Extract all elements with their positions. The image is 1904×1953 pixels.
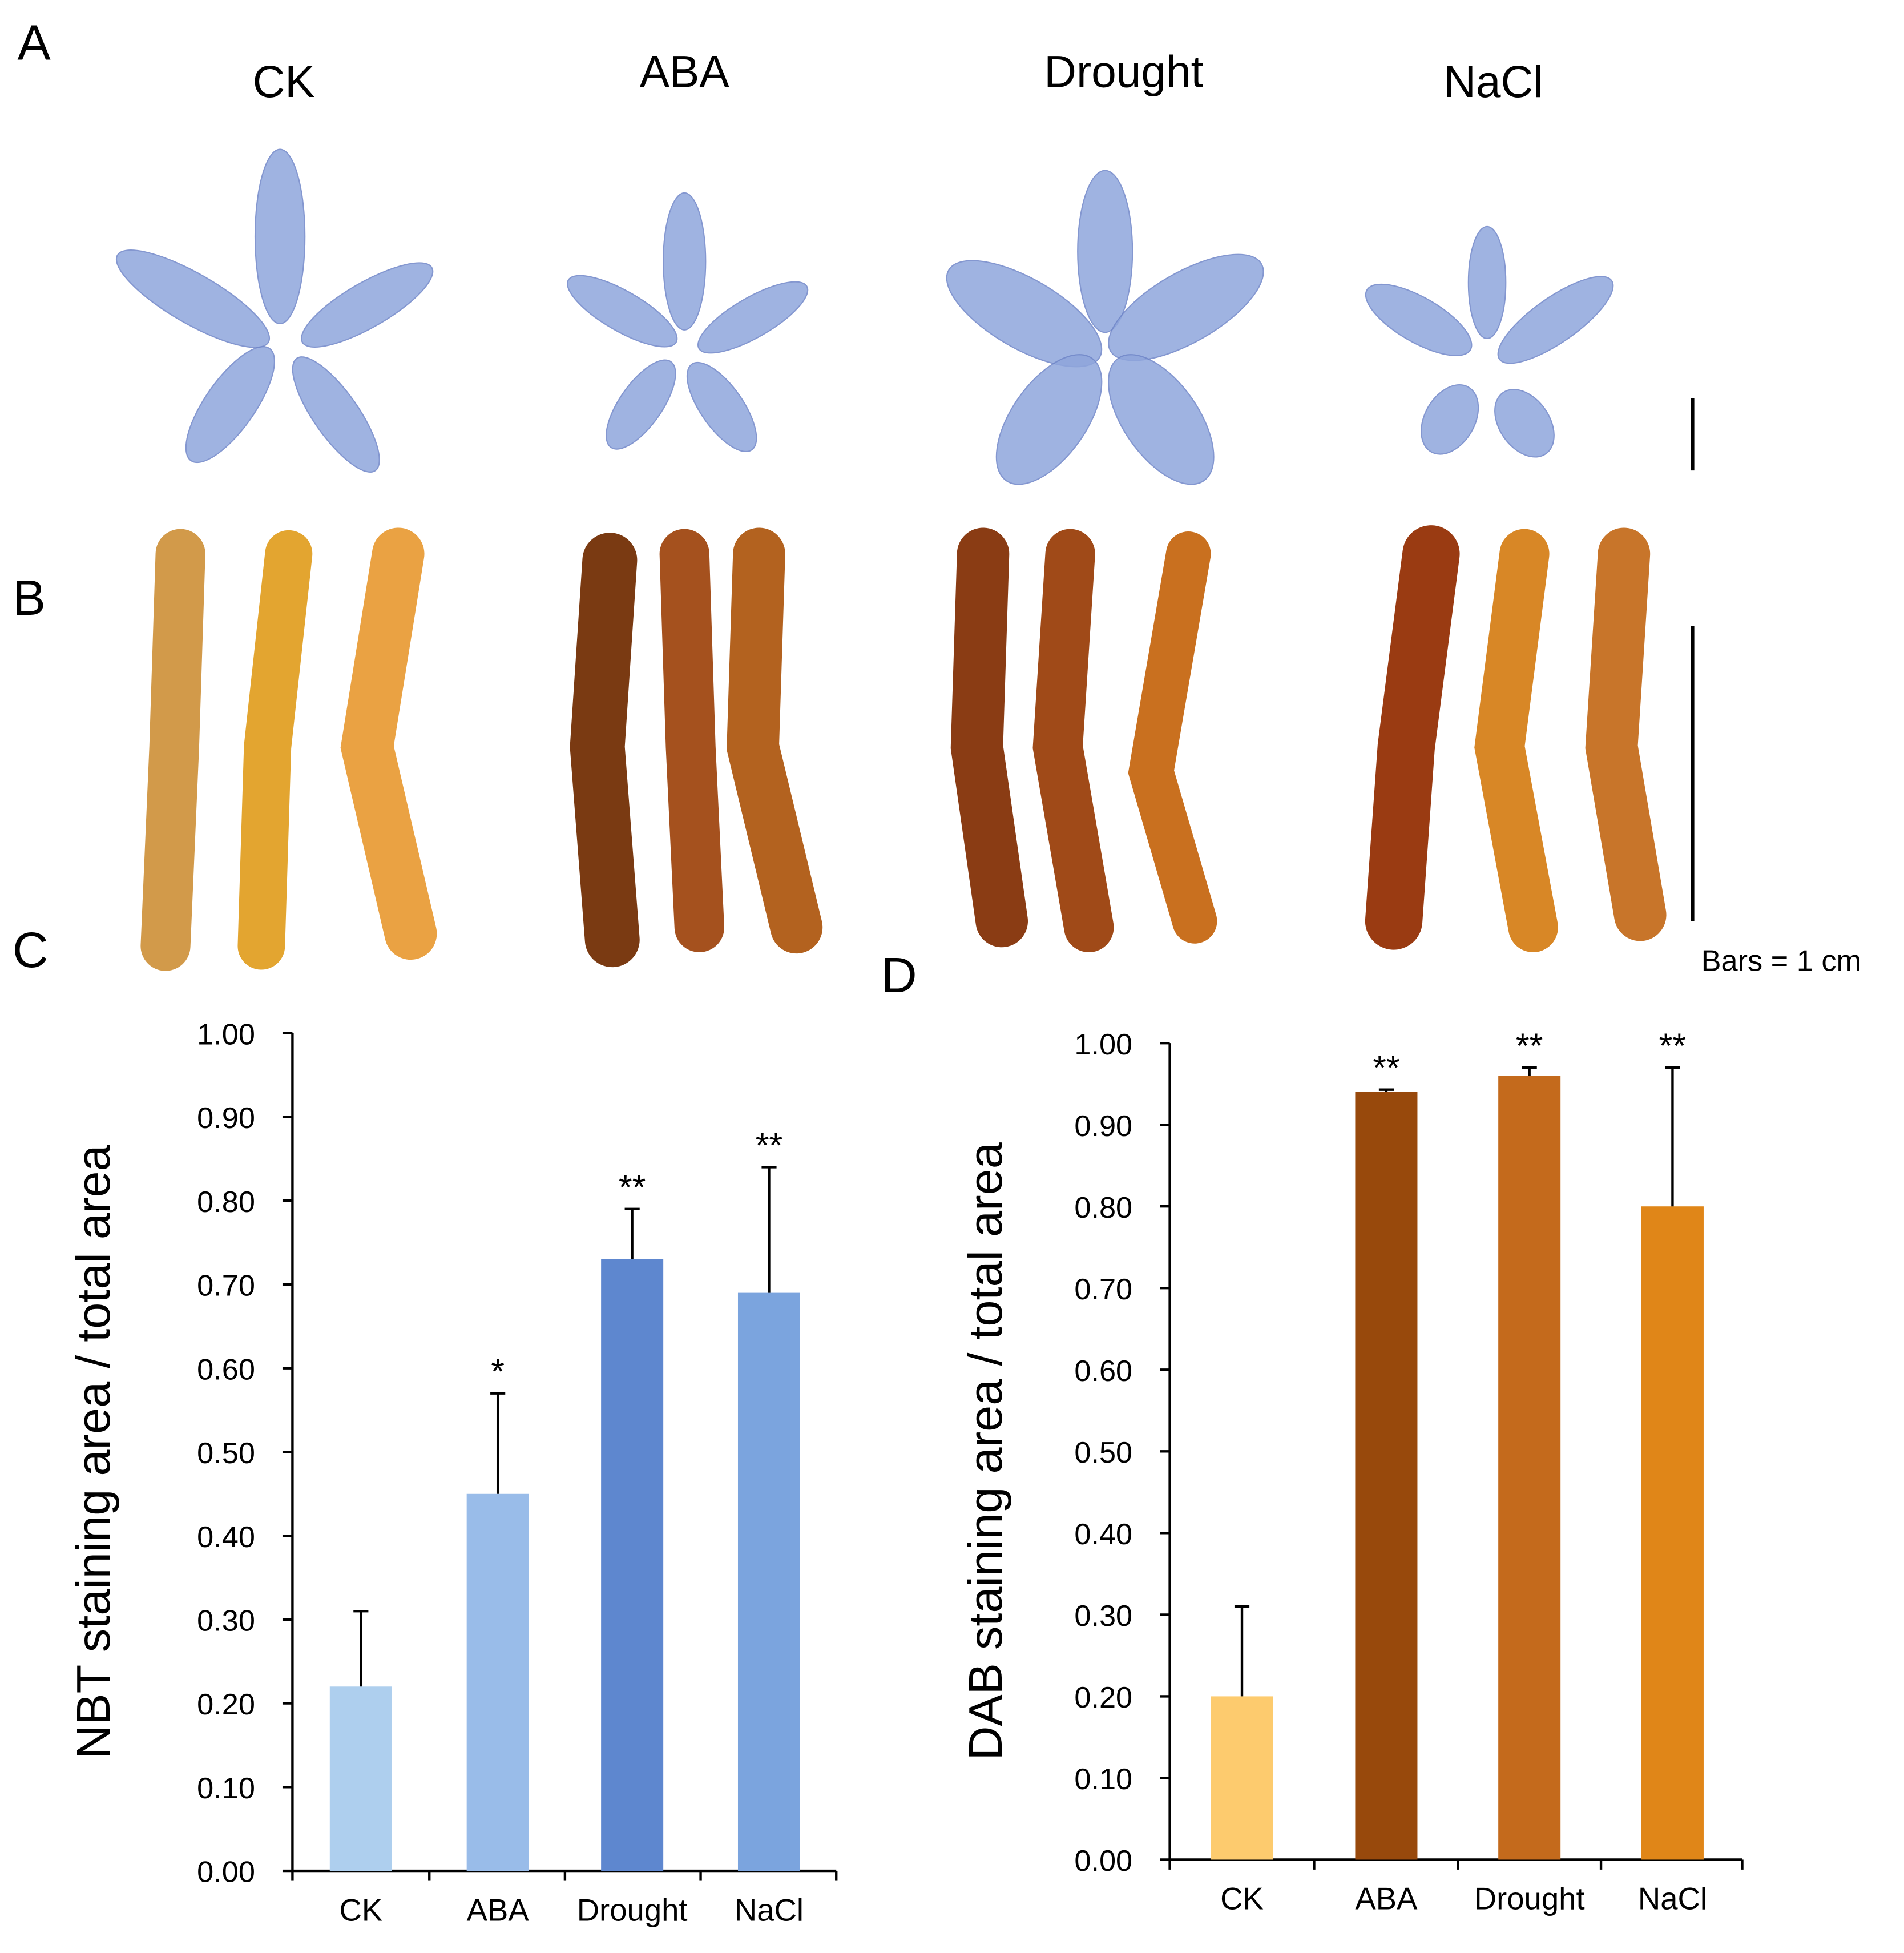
bar xyxy=(737,1292,800,1871)
significance-label: ** xyxy=(619,1167,646,1206)
treatment-header: Drought xyxy=(1044,47,1203,97)
y-tick-label: 0.20 xyxy=(197,1688,255,1721)
y-tick-label: 0.90 xyxy=(197,1102,255,1135)
x-tick-label: ABA xyxy=(467,1892,530,1927)
y-tick-label: 0.10 xyxy=(1074,1763,1132,1796)
bar xyxy=(1498,1076,1561,1860)
bar xyxy=(1641,1206,1704,1860)
y-axis-label: NBT staining area / total area xyxy=(67,1144,120,1759)
y-tick-label: 0.70 xyxy=(197,1270,255,1303)
y-tick-label: 0.30 xyxy=(197,1605,255,1638)
scale-bar-label: Bars = 1 cm xyxy=(1701,945,1862,978)
significance-label: ** xyxy=(756,1126,783,1165)
significance-label: ** xyxy=(1659,1026,1687,1065)
significance-label: ** xyxy=(1373,1048,1400,1087)
significance-label: ** xyxy=(1516,1026,1543,1065)
panel-label: D xyxy=(881,948,917,1003)
x-tick-label: NaCl xyxy=(1638,1882,1707,1916)
root-photos xyxy=(140,525,1667,971)
panel-label: B xyxy=(13,570,46,626)
bar xyxy=(1355,1092,1418,1860)
y-tick-label: 0.20 xyxy=(1074,1681,1132,1714)
x-tick-label: CK xyxy=(339,1892,382,1927)
y-tick-label: 0.50 xyxy=(197,1437,255,1470)
x-tick-label: Drought xyxy=(1474,1882,1585,1916)
x-tick-label: Drought xyxy=(577,1892,688,1927)
y-tick-label: 0.60 xyxy=(1074,1355,1132,1388)
panel-label: A xyxy=(18,15,51,71)
y-tick-label: 0.80 xyxy=(1074,1191,1132,1225)
bar xyxy=(1211,1696,1273,1860)
y-tick-label: 0.40 xyxy=(197,1521,255,1554)
bar xyxy=(466,1493,529,1871)
x-tick-label: CK xyxy=(1220,1882,1264,1916)
y-tick-label: 0.10 xyxy=(197,1772,255,1805)
treatment-header: ABA xyxy=(640,47,730,97)
panel-label: C xyxy=(13,923,49,978)
petal-photos xyxy=(115,148,1614,485)
y-tick-label: 0.80 xyxy=(197,1186,255,1219)
x-tick-label: NaCl xyxy=(735,1892,804,1927)
bar xyxy=(329,1686,392,1871)
y-tick-label: 0.00 xyxy=(1074,1845,1132,1878)
y-tick-label: 0.50 xyxy=(1074,1436,1132,1469)
y-tick-label: 0.90 xyxy=(1074,1110,1132,1143)
bar xyxy=(601,1259,664,1871)
y-tick-label: 0.30 xyxy=(1074,1600,1132,1633)
y-tick-label: 1.00 xyxy=(197,1018,255,1051)
y-tick-label: 0.00 xyxy=(197,1856,255,1889)
x-tick-label: ABA xyxy=(1355,1882,1418,1916)
treatment-header: NaCl xyxy=(1443,57,1543,107)
y-tick-label: 0.60 xyxy=(197,1353,255,1386)
y-tick-label: 0.70 xyxy=(1074,1273,1132,1306)
y-axis-label: DAB staining area / total area xyxy=(959,1142,1012,1760)
y-tick-label: 0.40 xyxy=(1074,1518,1132,1551)
y-tick-label: 1.00 xyxy=(1074,1028,1132,1061)
significance-label: * xyxy=(491,1352,505,1391)
treatment-header: CK xyxy=(253,57,315,107)
